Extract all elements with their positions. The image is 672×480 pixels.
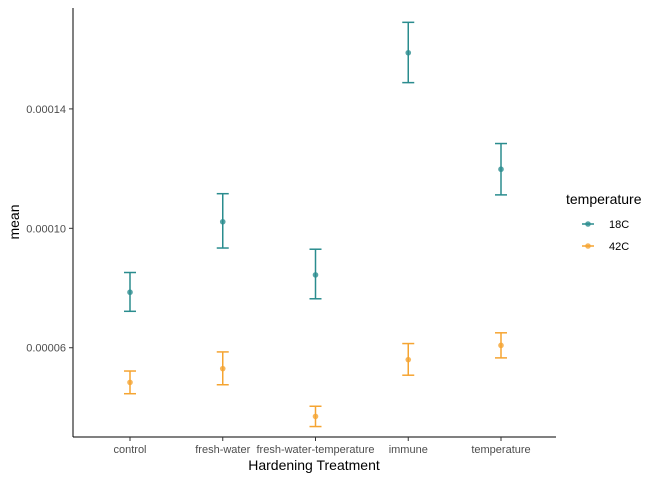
legend-key	[585, 243, 591, 249]
data-point	[127, 379, 133, 386]
legend-label: 18C	[609, 219, 629, 231]
axes: 0.00006 0.00010 0.00014 control fresh-water…	[6, 8, 556, 473]
x-tick-label: fresh-water-temperature	[257, 444, 375, 456]
x-tick-label: control	[113, 444, 146, 456]
data-point	[405, 49, 412, 56]
y-axis-title: mean	[6, 204, 22, 239]
data-point	[127, 289, 133, 296]
data-point	[312, 413, 319, 420]
data-point	[498, 166, 504, 173]
legend-key	[585, 221, 591, 227]
series-18C	[124, 21, 507, 313]
legend: temperature 18C 42C	[566, 191, 642, 253]
legend-title: temperature	[566, 191, 642, 207]
y-tick-label: 0.00010	[26, 223, 66, 235]
x-tick-label: fresh-water	[195, 444, 250, 456]
x-axis-title: Hardening Treatment	[248, 457, 380, 473]
legend-item: 18C	[582, 219, 629, 231]
y-tick-label: 0.00006	[26, 343, 66, 355]
x-tick-label: immune	[389, 444, 428, 456]
data-point	[219, 365, 226, 372]
data-point	[312, 272, 319, 278]
data-point	[405, 356, 412, 363]
plot-area	[124, 21, 507, 428]
data-point	[219, 218, 226, 225]
legend-label: 42C	[609, 241, 629, 253]
data-point	[498, 342, 504, 349]
y-tick-label: 0.00014	[26, 104, 66, 116]
x-tick-label: temperature	[471, 444, 530, 456]
series-42C	[124, 332, 507, 428]
legend-item: 42C	[582, 241, 629, 253]
